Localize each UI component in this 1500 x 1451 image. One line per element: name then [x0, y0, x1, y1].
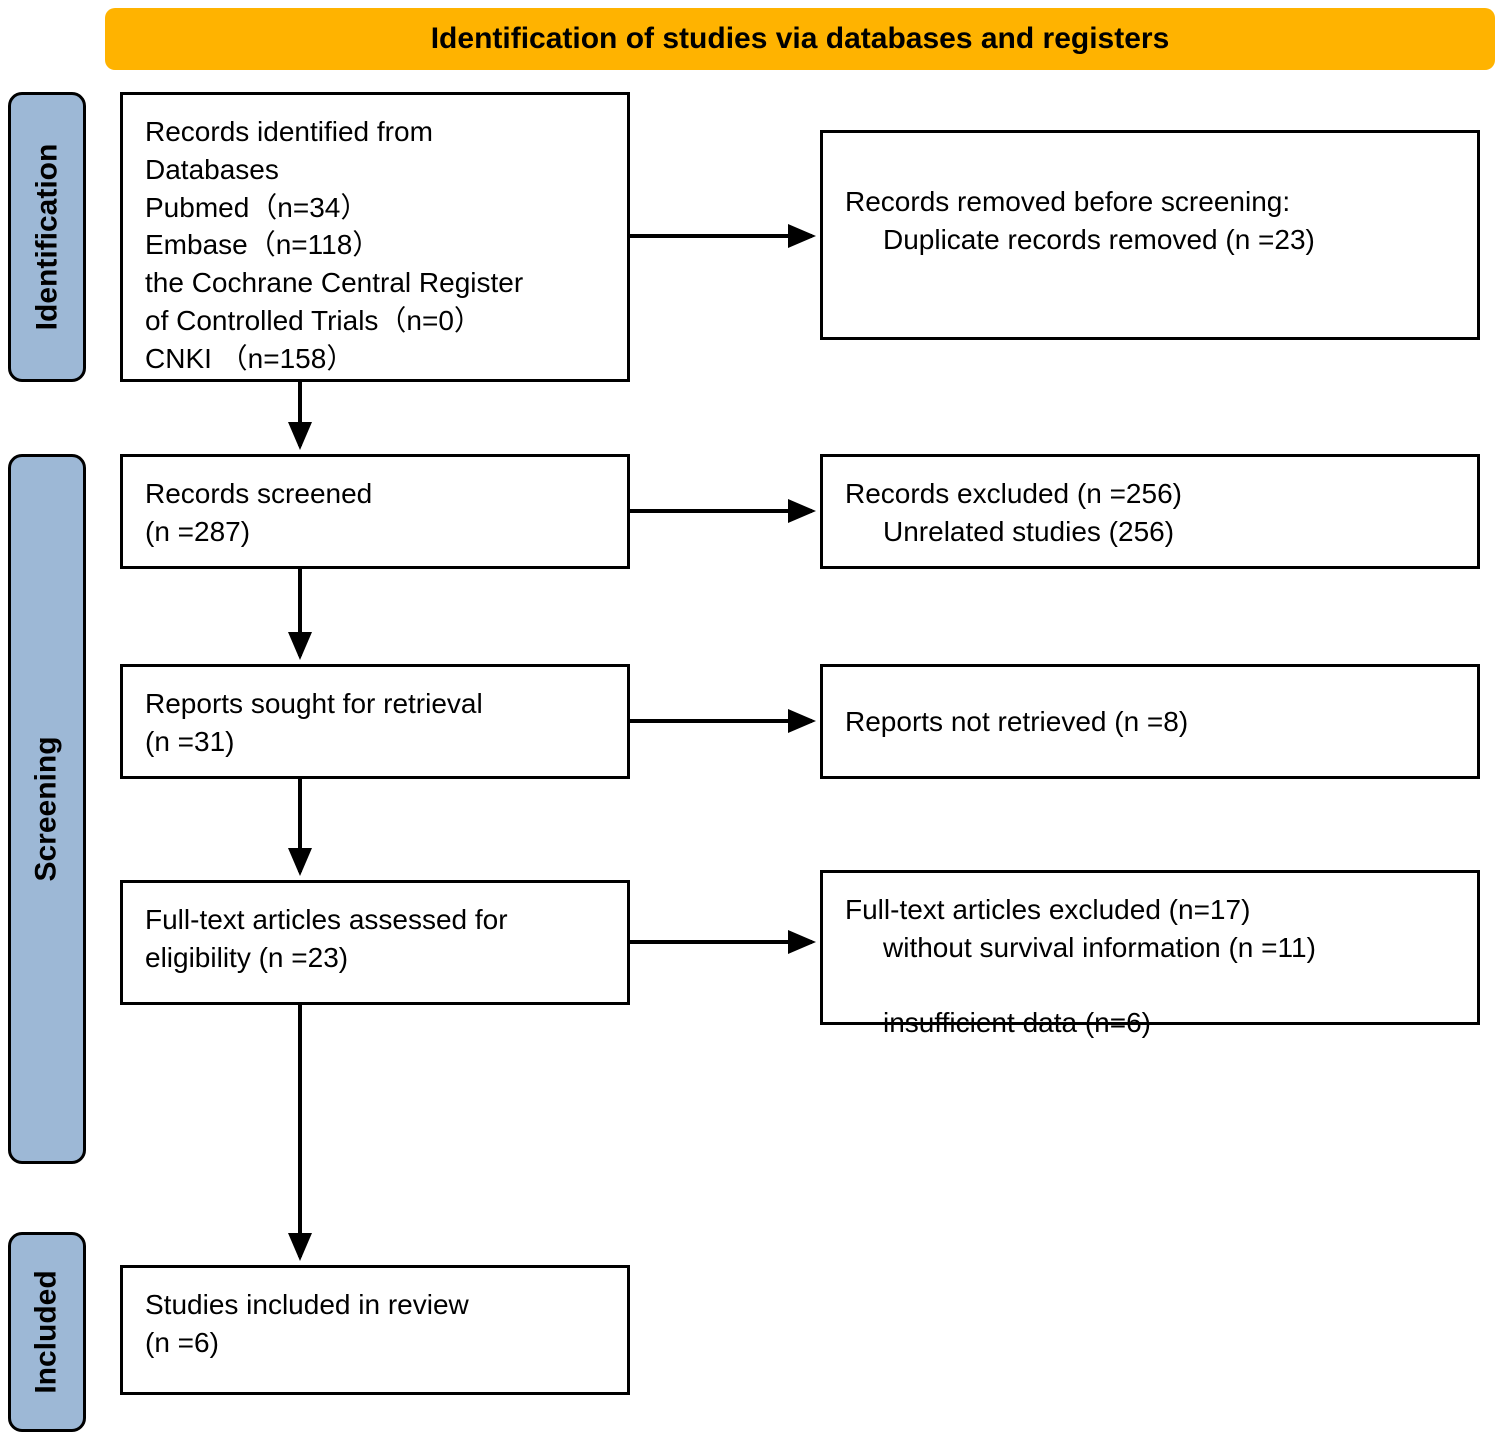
stage-identification: Identification: [8, 92, 86, 382]
fulltext-line2: eligibility (n =23): [145, 942, 348, 973]
identified-cnki: CNKI （n=158）: [145, 343, 354, 374]
identified-cochrane1: the Cochrane Central Register: [145, 267, 523, 298]
stage-included: Included: [8, 1232, 86, 1432]
identified-pubmed: Pubmed（n=34）: [145, 192, 368, 223]
box-reports-sought: Reports sought for retrieval (n =31): [120, 664, 630, 779]
box-records-identified: Records identified from Databases Pubmed…: [120, 92, 630, 382]
identified-line2: Databases: [145, 154, 279, 185]
ft-excl-line3: insufficient data (n=6): [845, 1004, 1455, 1042]
included-line1: Studies included in review: [145, 1289, 469, 1320]
box-not-retrieved: Reports not retrieved (n =8): [820, 664, 1480, 779]
prisma-flowchart: Identification of studies via databases …: [0, 0, 1500, 1451]
sought-line2: (n =31): [145, 726, 235, 757]
stage-included-text: Included: [30, 1270, 64, 1393]
stage-screening-text: Screening: [30, 736, 64, 881]
box-records-removed: Records removed before screening: Duplic…: [820, 130, 1480, 340]
identified-embase: Embase（n=118）: [145, 229, 380, 260]
header-bar: Identification of studies via databases …: [105, 8, 1495, 70]
box-records-excluded: Records excluded (n =256) Unrelated stud…: [820, 454, 1480, 569]
removed-line2: Duplicate records removed (n =23): [845, 221, 1455, 259]
box-fulltext-assessed: Full-text articles assessed for eligibil…: [120, 880, 630, 1005]
box-included: Studies included in review (n =6): [120, 1265, 630, 1395]
sought-line1: Reports sought for retrieval: [145, 688, 483, 719]
box-fulltext-excluded: Full-text articles excluded (n=17) witho…: [820, 870, 1480, 1025]
excluded-line2: Unrelated studies (256): [845, 513, 1455, 551]
header-title: Identification of studies via databases …: [431, 22, 1170, 56]
identified-cochrane2: of Controlled Trials（n=0）: [145, 305, 482, 336]
ft-excl-line2: without survival information (n =11): [845, 929, 1455, 967]
identified-line1: Records identified from: [145, 116, 433, 147]
box-records-screened: Records screened (n =287): [120, 454, 630, 569]
included-line2: (n =6): [145, 1327, 219, 1358]
excluded-line1: Records excluded (n =256): [845, 478, 1182, 509]
removed-line1: Records removed before screening:: [845, 186, 1290, 217]
stage-screening: Screening: [8, 454, 86, 1164]
screened-line2: (n =287): [145, 516, 250, 547]
screened-line1: Records screened: [145, 478, 372, 509]
fulltext-line1: Full-text articles assessed for: [145, 904, 508, 935]
not-retrieved-line1: Reports not retrieved (n =8): [845, 703, 1188, 741]
ft-excl-line1: Full-text articles excluded (n=17): [845, 894, 1250, 925]
stage-identification-text: Identification: [30, 144, 64, 331]
